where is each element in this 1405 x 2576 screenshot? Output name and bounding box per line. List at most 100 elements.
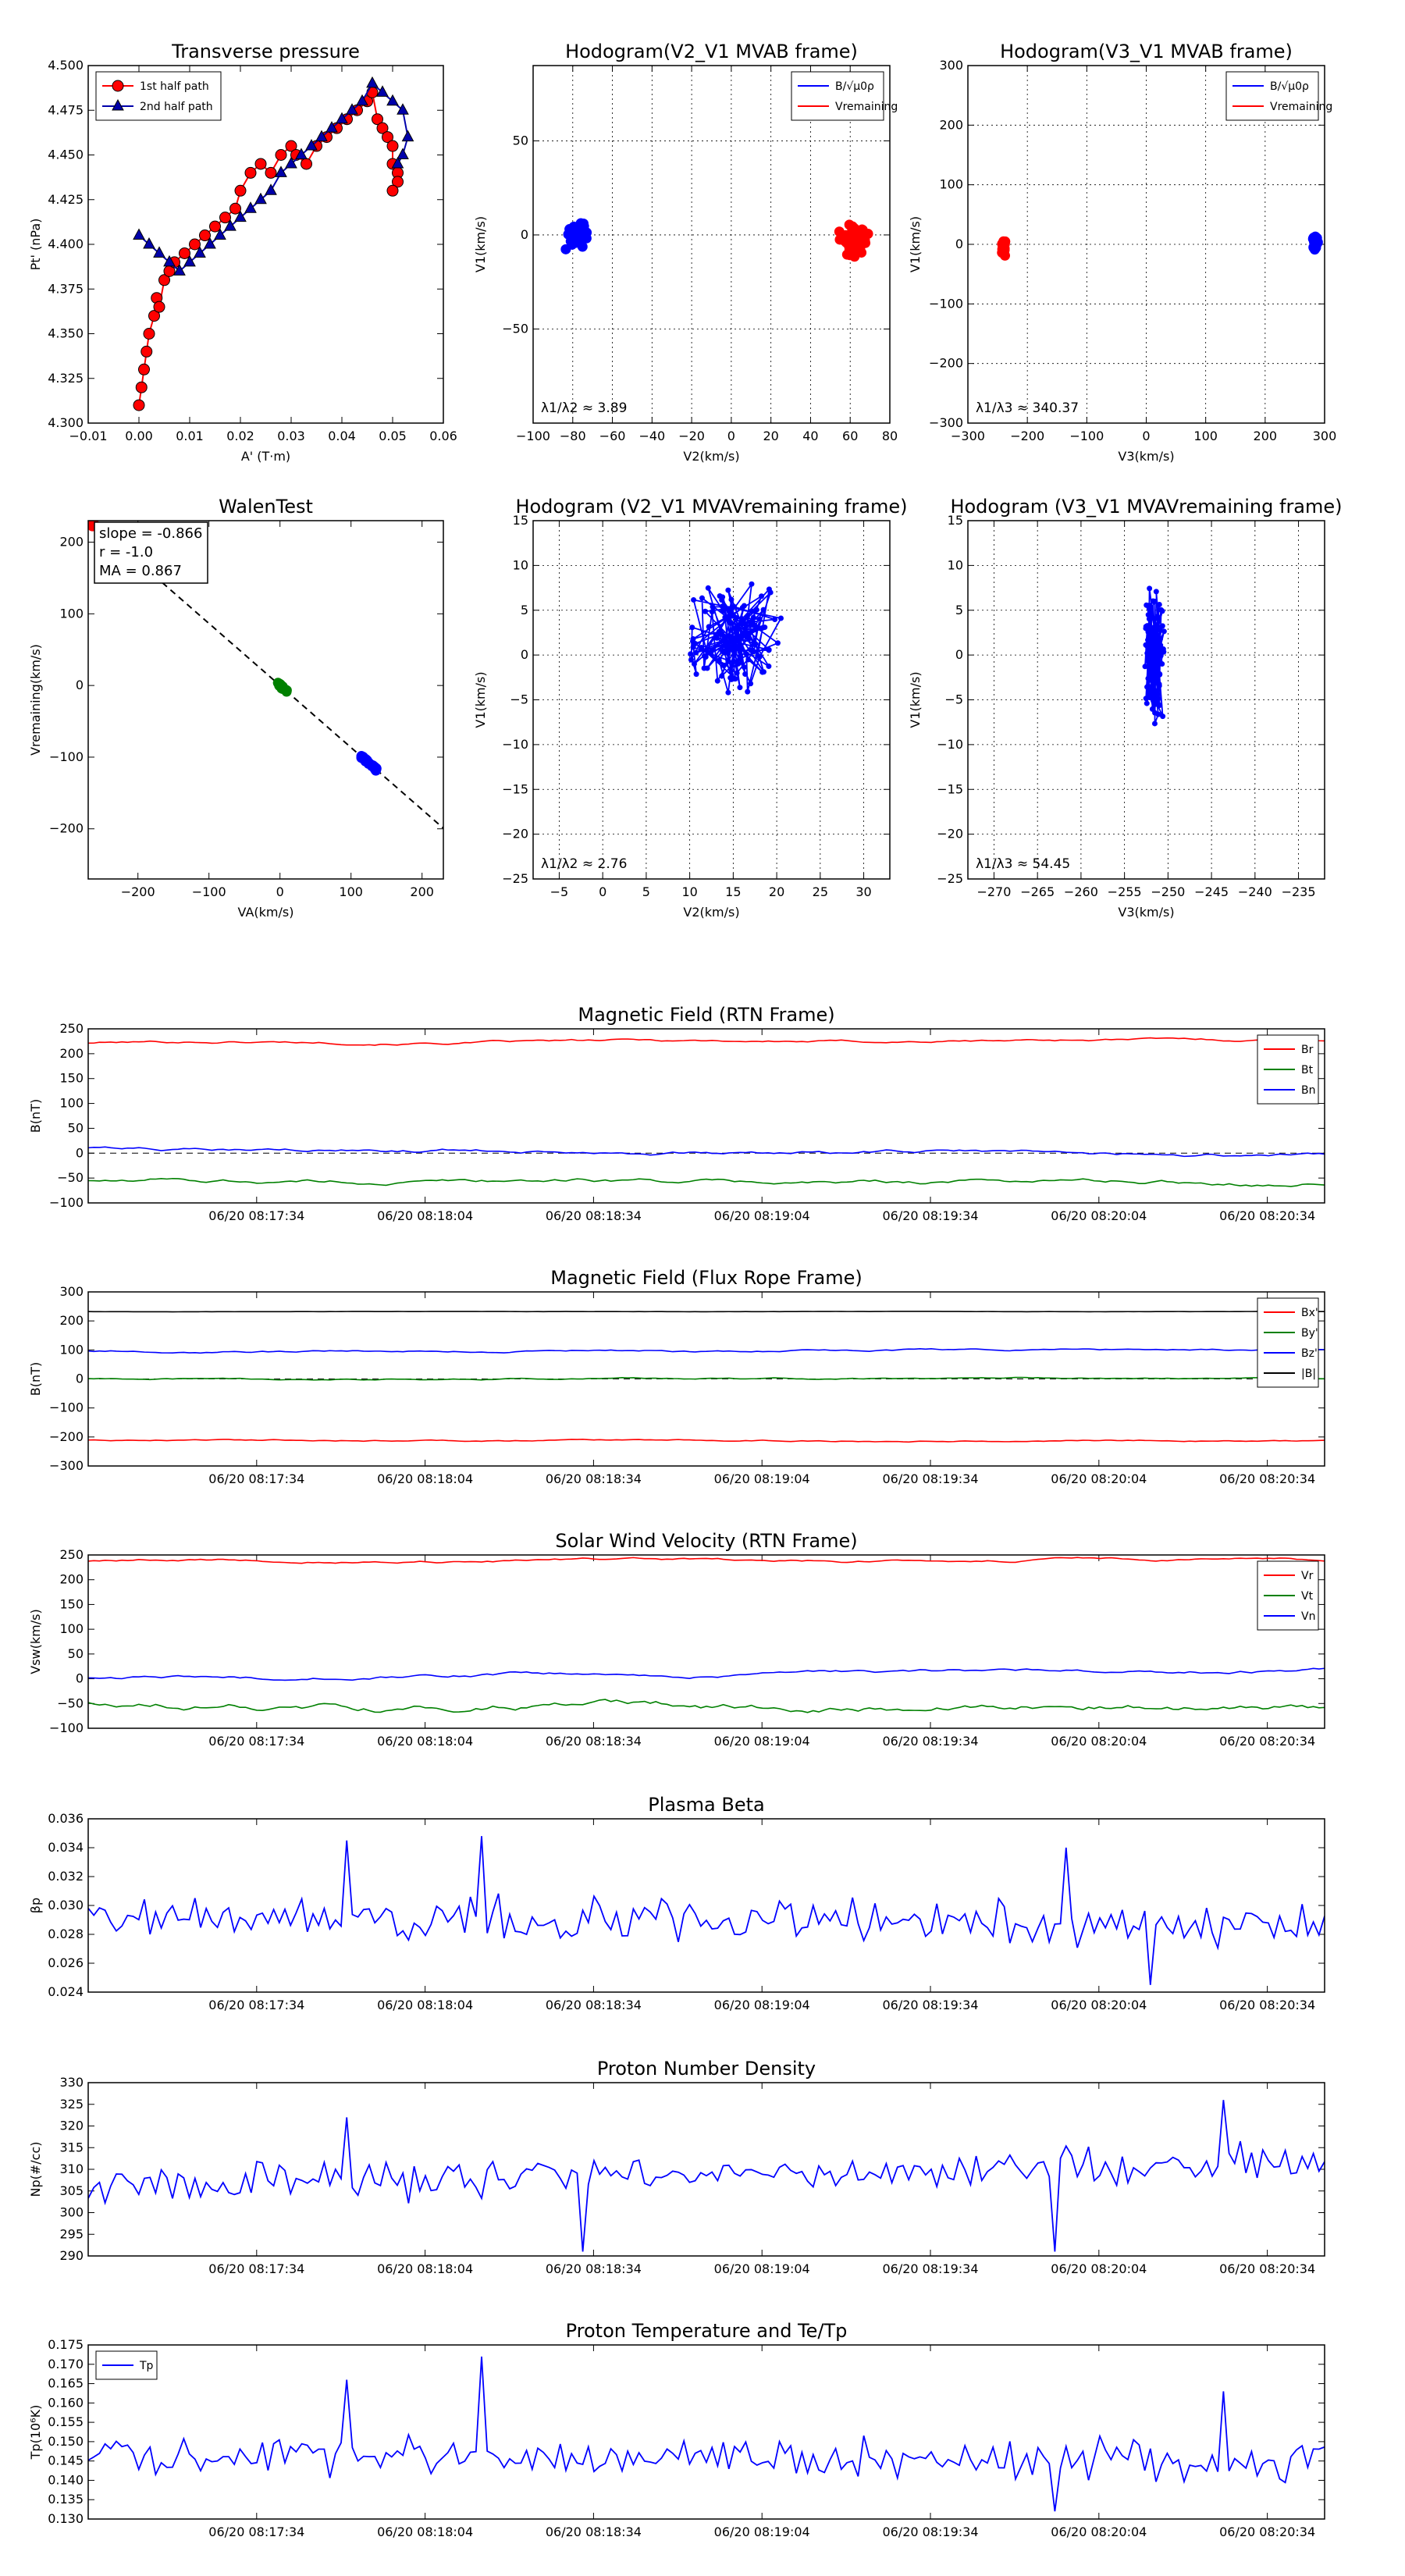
data-point: [689, 624, 695, 631]
x-tick-label: −100: [516, 429, 550, 443]
y-tick-label: −200: [929, 356, 963, 371]
data-point: [858, 237, 869, 248]
x-tick-label: −300: [951, 429, 985, 443]
x-tick-label: 06/20 08:20:34: [1219, 1208, 1315, 1223]
data-point: [148, 310, 160, 322]
y-tick-label: −15: [937, 781, 963, 796]
legend-box: [1225, 71, 1319, 121]
data-point: [219, 212, 231, 224]
x-tick-label: −20: [678, 429, 705, 443]
x-tick-label: 06/20 08:20:04: [1051, 1998, 1147, 2012]
x-tick-label: 06/20 08:18:04: [377, 2261, 473, 2276]
data-point: [736, 638, 742, 644]
x-tick-label: 06/20 08:20:04: [1051, 1471, 1147, 1486]
series-line-Vt: [88, 1699, 1325, 1713]
x-tick-label: 06/20 08:19:04: [714, 2524, 810, 2539]
data-point: [703, 647, 710, 653]
data-point: [722, 642, 728, 649]
x-tick-label: 25: [813, 884, 828, 899]
y-tick-label: 200: [59, 1313, 84, 1328]
data-point: [356, 94, 368, 106]
y-tick-label: 15: [948, 513, 963, 528]
y-tick-label: 315: [59, 2140, 84, 2154]
data-point: [1151, 700, 1158, 706]
x-tick-label: −240: [1238, 884, 1272, 899]
stats-box: [94, 521, 208, 584]
y-tick-label: 200: [59, 535, 84, 550]
data-point: [737, 653, 743, 660]
walen-stats: slope = -0.866 r = -1.0 MA = 0.867: [94, 521, 208, 584]
y-tick-label: 50: [68, 1646, 84, 1661]
y-tick-label: −200: [49, 821, 84, 836]
plot-border: [87, 520, 444, 880]
chart-bfr: −300 −200 −100 0 100 200 300 06/20 08:17:34 06/2…: [28, 1267, 1325, 1486]
data-point: [714, 635, 720, 641]
data-point: [376, 122, 389, 134]
series-line-Bz': [88, 1347, 1325, 1354]
data-point: [158, 274, 170, 286]
data-point: [997, 243, 1008, 254]
legend-entry: 2nd half path: [140, 101, 213, 113]
plot-border: [87, 2344, 1325, 2520]
legend-entry: Bt: [1301, 1064, 1314, 1076]
y-tick-label: 4.400: [48, 237, 84, 251]
x-tick-label: 06/20 08:18:34: [546, 1734, 642, 1749]
x-axis-label: A' (T·m): [241, 449, 290, 464]
x-tick-label: −260: [1064, 884, 1098, 899]
data-point: [386, 94, 399, 106]
data-point: [301, 158, 312, 170]
data-point: [742, 671, 749, 678]
data-point: [244, 166, 257, 179]
x-tick-label: −200: [121, 884, 155, 899]
data-point: [727, 635, 734, 641]
legend-entry: Bx': [1301, 1307, 1318, 1319]
x-tick-label: 200: [410, 884, 434, 899]
x-tick-label: 06/20 08:17:34: [208, 2524, 304, 2539]
legend: Br Bt Bn: [1257, 1034, 1319, 1105]
plot-area: [88, 2356, 1325, 2512]
series-line-Vr: [88, 1557, 1325, 1564]
y-tick-label: 0: [955, 237, 963, 251]
chart-walen: −200 −100 0 100 200 −200 −100 0 100 200 WalenTest V…: [28, 496, 444, 920]
y-tick-label: −10: [502, 737, 528, 752]
x-tick-label: 10: [681, 884, 697, 899]
x-tick-label: 06/20 08:17:34: [208, 2261, 304, 2276]
data-point: [1151, 616, 1158, 622]
data-point: [1152, 667, 1158, 673]
data-point: [699, 644, 705, 650]
y-tick-label: 0.034: [48, 1840, 84, 1855]
data-point: [214, 228, 226, 240]
y-tick-label: 4.475: [48, 102, 84, 117]
x-tick-label: 06/20 08:17:34: [208, 1208, 304, 1223]
data-point: [692, 641, 699, 647]
data-point: [722, 614, 728, 621]
data-point: [731, 636, 738, 642]
data-point: [1155, 711, 1161, 717]
x-tick-label: −0.01: [69, 429, 107, 443]
legend-box: [791, 71, 884, 121]
x-tick-label: 06/20 08:18:34: [546, 2261, 642, 2276]
y-tick-label: 300: [59, 1284, 84, 1299]
y-tick-label: 4.325: [48, 371, 84, 386]
y-axis-label: Vremaining(km/s): [28, 644, 43, 756]
y-tick-label: −300: [929, 415, 963, 430]
y-axis-label: B(nT): [28, 1099, 43, 1133]
chart-title: Solar Wind Velocity (RTN Frame): [555, 1530, 857, 1552]
y-tick-label: 0.160: [48, 2395, 84, 2410]
y-tick-label: −25: [502, 871, 528, 886]
chart-title: Hodogram(V3_V1 MVAB frame): [1000, 41, 1293, 62]
data-point: [1155, 702, 1161, 708]
data-point: [741, 603, 747, 609]
data-point: [382, 131, 393, 144]
legend-box: [95, 71, 222, 121]
plot-area: [1142, 585, 1167, 727]
x-tick-label: 0: [276, 884, 284, 899]
y-tick-label: 100: [59, 1342, 84, 1357]
data-point: [852, 226, 863, 237]
y-tick-label: 0.036: [48, 1811, 84, 1826]
data-point: [1148, 605, 1154, 611]
stats-line: r = -1.0: [99, 544, 153, 560]
data-point: [1143, 642, 1149, 648]
data-point: [1150, 688, 1156, 694]
y-tick-label: −50: [57, 1695, 84, 1710]
